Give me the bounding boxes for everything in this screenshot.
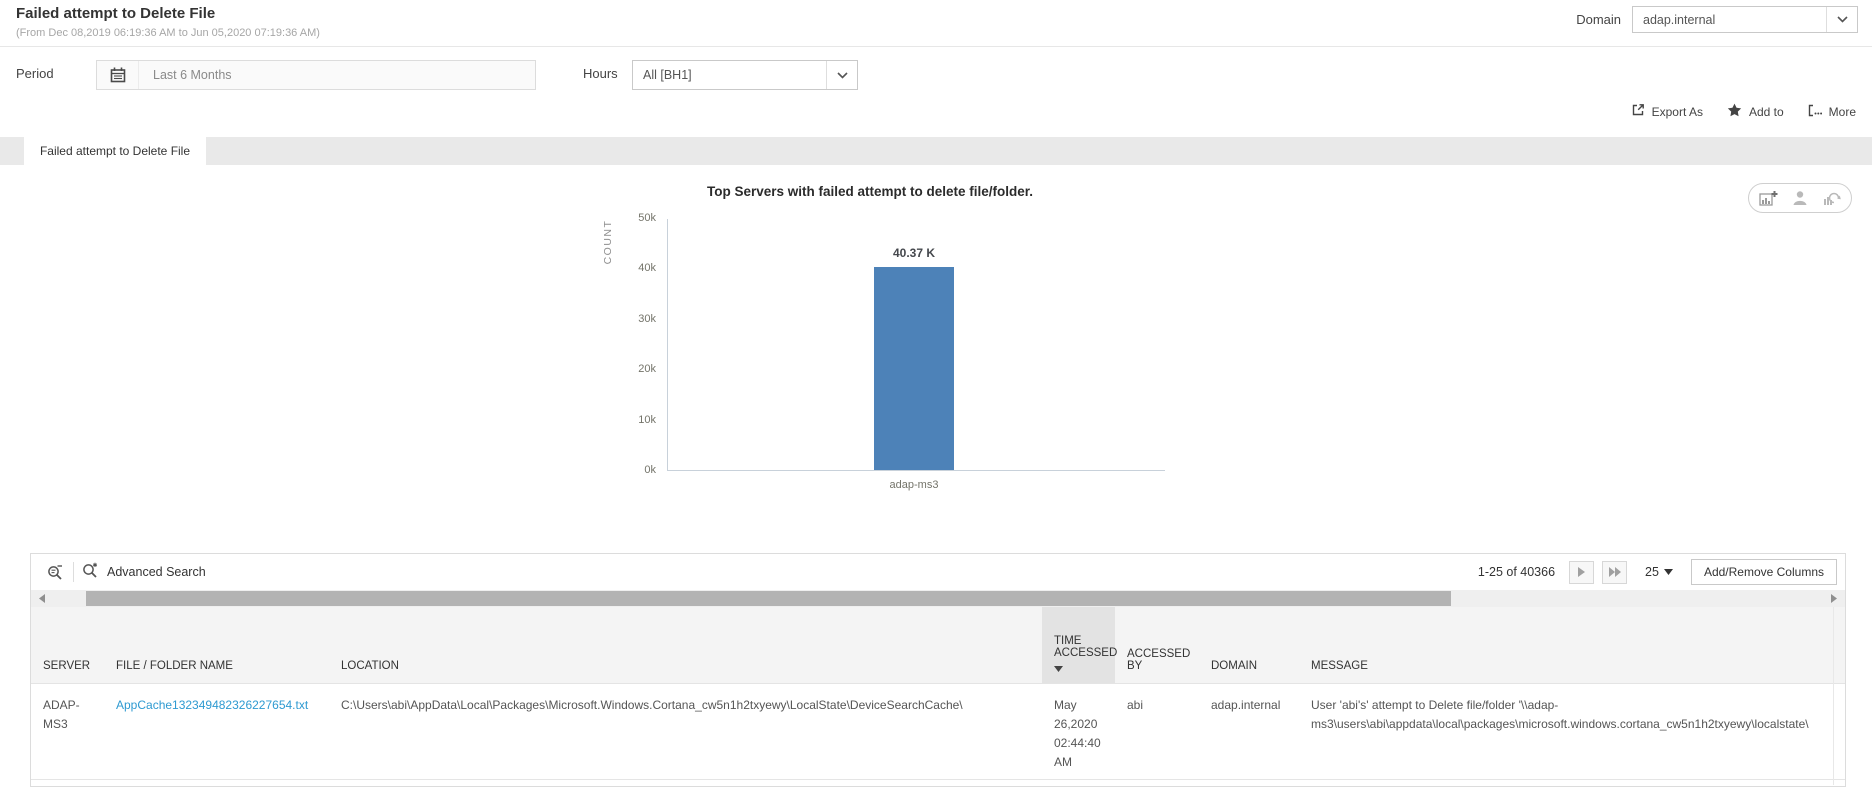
- bar-chart: 50k 40k 30k 20k 10k 0k 40.37 K adap-ms3: [638, 212, 1165, 491]
- chevron-down-icon[interactable]: [826, 61, 857, 89]
- export-as-label: Export As: [1651, 104, 1703, 119]
- x-category-label: adap-ms3: [889, 479, 939, 491]
- cell-message: User 'abi's' attempt to Delete file/fold…: [1299, 683, 1845, 780]
- cell-location: C:\Users\abi\AppData\Local\Packages\Micr…: [329, 683, 1042, 780]
- caret-down-icon: [1663, 569, 1673, 575]
- advanced-search-button[interactable]: Advanced Search: [82, 562, 206, 582]
- sort-desc-icon: [1054, 665, 1105, 672]
- domain-filter: Domain adap.internal: [1576, 6, 1858, 33]
- results-table: SERVER FILE / FOLDER NAME LOCATION TIME …: [31, 607, 1845, 780]
- tab-failed-attempt-to-delete-file[interactable]: Failed attempt to Delete File: [24, 137, 206, 165]
- hours-select-value: All [BH1]: [643, 68, 692, 82]
- server-value: ADAP-MS3: [43, 697, 80, 731]
- message-value: User 'abi's' attempt to Delete file/fold…: [1311, 697, 1809, 731]
- column-header-location[interactable]: LOCATION: [329, 607, 1042, 684]
- export-as-button[interactable]: Export As: [1631, 103, 1703, 120]
- accessed-by-value: abi: [1127, 697, 1144, 712]
- toolbar-divider: [73, 562, 74, 582]
- more-button[interactable]: More: [1808, 104, 1856, 120]
- y-tick: 0k: [644, 464, 656, 476]
- calendar-icon[interactable]: [97, 61, 139, 89]
- results-table-card: Advanced Search 1-25 of 40366 25 Add/Rem…: [30, 553, 1846, 787]
- add-to-button[interactable]: Add to: [1727, 103, 1784, 120]
- column-header-message[interactable]: MESSAGE: [1299, 607, 1845, 684]
- column-header-time-accessed[interactable]: TIME ACCESSED: [1042, 607, 1118, 684]
- domain-label: Domain: [1576, 12, 1621, 27]
- page-title: Failed attempt to Delete File: [16, 5, 216, 22]
- file-link[interactable]: AppCache132349482326227654.txt: [116, 697, 309, 712]
- export-icon: [1631, 103, 1645, 120]
- time-accessed-value: May 26,2020 02:44:40 AM: [1054, 697, 1101, 769]
- y-tick: 10k: [638, 414, 656, 426]
- cell-time-accessed: May 26,2020 02:44:40 AM: [1042, 683, 1115, 780]
- chart-title: Top Servers with failed attempt to delet…: [706, 184, 1034, 199]
- column-header-label: TIME ACCESSED: [1054, 634, 1118, 659]
- y-tick: 20k: [638, 363, 656, 375]
- column-header-domain[interactable]: DOMAIN: [1199, 607, 1299, 684]
- advanced-search-label: Advanced Search: [107, 565, 206, 579]
- star-icon: [1727, 103, 1742, 120]
- location-value: C:\Users\abi\AppData\Local\Packages\Micr…: [341, 697, 963, 712]
- page-size-dropdown[interactable]: 25: [1645, 565, 1673, 579]
- y-tick: 30k: [638, 313, 656, 325]
- period-value: Last 6 Months: [153, 68, 232, 82]
- column-header-server[interactable]: SERVER: [31, 607, 104, 684]
- cell-file-folder-name: AppCache132349482326227654.txt: [104, 683, 329, 780]
- table-header-row: SERVER FILE / FOLDER NAME LOCATION TIME …: [31, 607, 1845, 684]
- horizontal-scrollbar[interactable]: [31, 590, 1845, 607]
- domain-select[interactable]: adap.internal: [1632, 6, 1858, 33]
- bar[interactable]: [874, 267, 954, 470]
- y-axis-label: COUNT: [602, 219, 614, 265]
- chevron-down-icon[interactable]: [1826, 7, 1857, 32]
- period-picker[interactable]: Last 6 Months: [96, 60, 536, 90]
- report-actions: Export As Add to More: [1631, 103, 1856, 120]
- table-toolbar: Advanced Search 1-25 of 40366 25 Add/Rem…: [31, 554, 1845, 590]
- cell-domain: adap.internal: [1199, 683, 1299, 780]
- cell-server: ADAP-MS3: [31, 683, 104, 780]
- y-tick: 50k: [638, 212, 656, 224]
- column-header-accessed-by[interactable]: ACCESSED BY: [1115, 607, 1199, 684]
- scroll-right-icon[interactable]: [1825, 590, 1843, 607]
- scrollbar-thumb[interactable]: [86, 591, 1451, 606]
- cell-accessed-by: abi: [1115, 683, 1199, 780]
- chart-toolbar: [1748, 183, 1852, 213]
- tab-strip: Failed attempt to Delete File: [0, 137, 1872, 165]
- more-icon: [1808, 104, 1822, 120]
- bar-wrap: 40.37 K: [874, 246, 954, 470]
- next-page-button[interactable]: [1569, 560, 1595, 584]
- add-remove-columns-button[interactable]: Add/Remove Columns: [1690, 559, 1837, 585]
- y-tick: 40k: [638, 262, 656, 274]
- refresh-chart-icon[interactable]: [1819, 185, 1845, 211]
- pagination-info: 1-25 of 40366: [1477, 565, 1556, 579]
- report-header: Failed attempt to Delete File (From Dec …: [0, 0, 1872, 47]
- column-search-icon[interactable]: [43, 560, 67, 584]
- more-label: More: [1828, 104, 1856, 119]
- hours-label: Hours: [583, 66, 618, 81]
- period-label: Period: [16, 66, 54, 81]
- table-toolbar-right: 1-25 of 40366 25 Add/Remove Columns: [1478, 559, 1837, 585]
- add-to-label: Add to: [1748, 104, 1784, 119]
- last-page-button[interactable]: [1602, 560, 1628, 584]
- vertical-scrollbar-track[interactable]: [1833, 607, 1834, 785]
- domain-select-value: adap.internal: [1643, 12, 1716, 27]
- advanced-search-icon: [82, 562, 99, 582]
- domain-value: adap.internal: [1211, 697, 1281, 712]
- page-subtitle: (From Dec 08,2019 06:19:36 AM to Jun 05,…: [16, 27, 320, 39]
- table-row[interactable]: ADAP-MS3 AppCache132349482326227654.txt …: [31, 683, 1845, 780]
- scroll-left-icon[interactable]: [33, 590, 51, 607]
- add-chart-icon[interactable]: [1755, 185, 1781, 211]
- hours-select[interactable]: All [BH1]: [632, 60, 858, 90]
- user-view-icon[interactable]: [1787, 185, 1813, 211]
- column-header-file-folder-name[interactable]: FILE / FOLDER NAME: [104, 607, 329, 684]
- page-size-value: 25: [1645, 565, 1659, 579]
- bar-value-label: 40.37 K: [892, 246, 936, 260]
